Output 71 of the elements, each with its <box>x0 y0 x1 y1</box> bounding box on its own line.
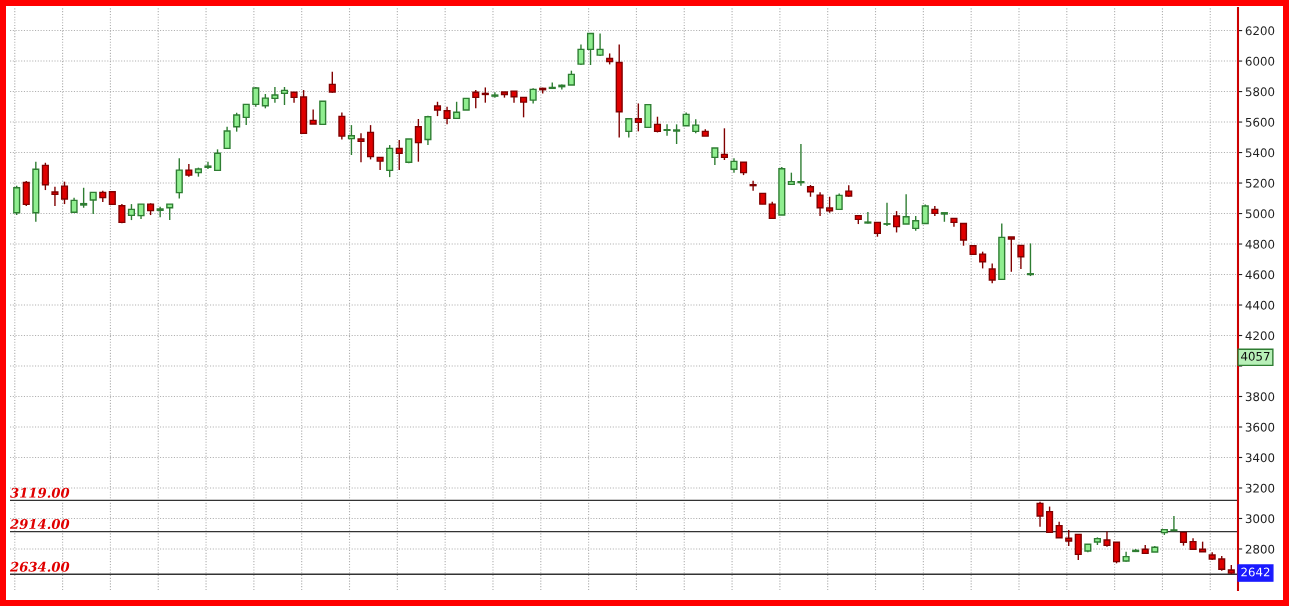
y-tick-label: 3000 <box>1245 514 1275 524</box>
candlestick <box>1026 242 1035 277</box>
candlestick <box>625 118 633 139</box>
candlestick <box>816 191 824 217</box>
annotation: 2642 <box>1241 567 1270 577</box>
candlestick <box>357 132 365 164</box>
y-tick-label: 6000 <box>1245 56 1275 66</box>
candlestick <box>1046 505 1054 534</box>
y-tick-label: 6200 <box>1245 26 1275 36</box>
candlestick <box>988 262 996 285</box>
candlestick <box>405 138 413 165</box>
y-tick-label: 5400 <box>1245 148 1275 158</box>
y-tick-label: 3800 <box>1245 392 1275 402</box>
y-tick-label: 5800 <box>1245 87 1275 97</box>
candlestick <box>902 193 910 225</box>
candlestick <box>586 32 595 66</box>
candlestick <box>634 102 642 133</box>
candlestick <box>233 112 241 133</box>
candlestick <box>797 143 805 187</box>
candlestick <box>1017 244 1025 270</box>
y-tick-label: 4600 <box>1245 270 1275 280</box>
candlestick <box>242 103 250 126</box>
y-tick-label: 4800 <box>1245 239 1275 249</box>
candlestick <box>271 86 279 104</box>
ref-line-label: 2914.00 <box>9 519 70 530</box>
candlestick <box>80 187 88 209</box>
candlestick <box>386 144 394 178</box>
candlestick <box>1170 515 1178 532</box>
candlestick <box>328 71 336 94</box>
candlestick <box>395 139 403 171</box>
candlestick <box>520 96 528 119</box>
y-tick-label: 3400 <box>1245 453 1275 463</box>
candlestick <box>424 114 432 146</box>
candlestick <box>883 202 891 227</box>
y-tick-label: 5200 <box>1245 178 1275 188</box>
candlestick <box>175 157 183 200</box>
candlestick <box>749 180 757 192</box>
candlestick <box>22 180 30 207</box>
candlestick <box>51 186 59 207</box>
candlestick <box>644 103 652 129</box>
y-tick-label: 3200 <box>1245 483 1275 493</box>
y-tick-label: 5600 <box>1245 117 1275 127</box>
candlestick <box>414 118 422 163</box>
candlestick <box>338 111 346 141</box>
y-tick-label: 4400 <box>1245 300 1275 310</box>
candlestick <box>663 123 671 137</box>
candlestick <box>472 89 480 110</box>
candlestick <box>1036 501 1044 528</box>
y-tick-label: 4200 <box>1245 331 1275 341</box>
candlestick <box>213 148 222 172</box>
ref-line-label: 2634.00 <box>9 561 70 572</box>
candlestick <box>41 162 49 191</box>
candlestick <box>156 205 164 219</box>
candlestick <box>959 222 968 247</box>
candlestick <box>720 127 728 161</box>
candlestick <box>60 180 69 205</box>
y-tick-label: 2800 <box>1245 544 1275 554</box>
y-tick-label: 3600 <box>1245 422 1275 432</box>
candlestick <box>893 210 901 234</box>
candlestick <box>673 123 681 145</box>
candlestick <box>319 100 327 126</box>
candlestick <box>347 124 355 156</box>
candlestick <box>1074 533 1082 561</box>
candlestick <box>1007 236 1015 273</box>
candlestick <box>89 191 97 215</box>
candlestick <box>1112 541 1121 565</box>
annotation: 4057 <box>1241 351 1270 361</box>
y-tick-label: 5000 <box>1245 209 1275 219</box>
candlestick <box>864 211 872 225</box>
candlestick <box>309 108 317 125</box>
ref-line-label: 3119.00 <box>10 487 70 498</box>
